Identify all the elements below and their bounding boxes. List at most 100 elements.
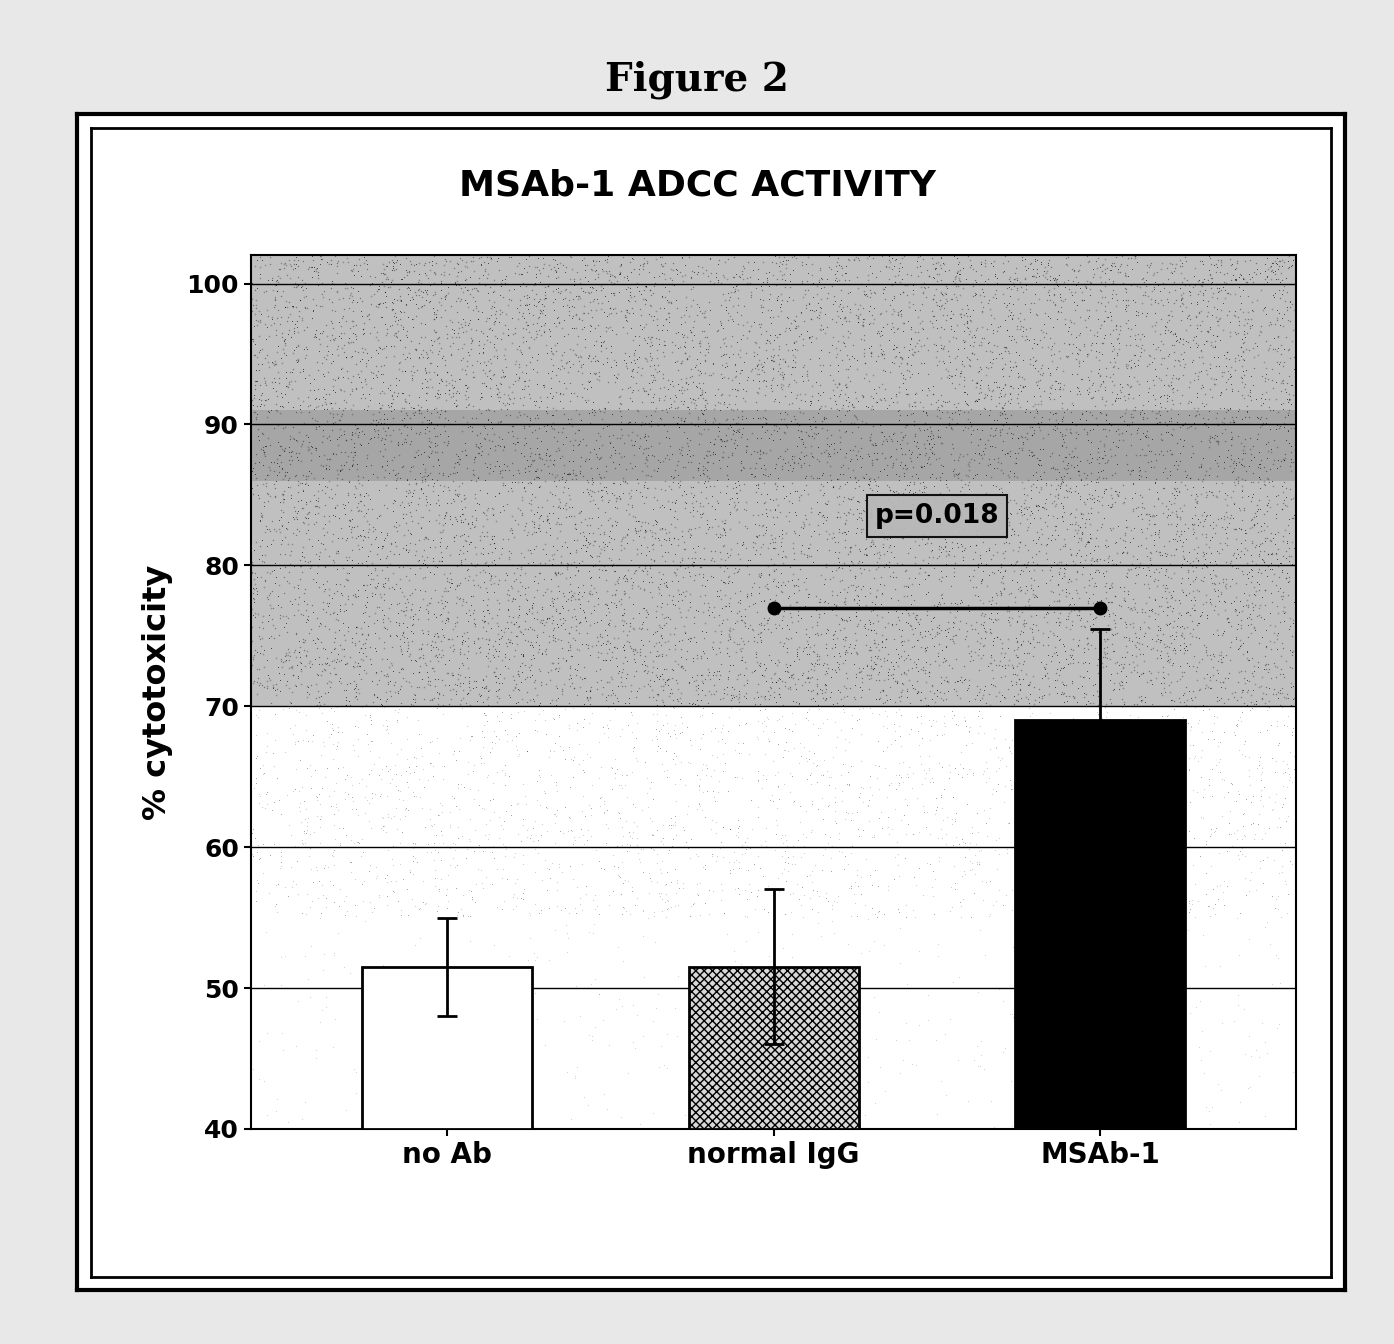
- Point: [1062, 395, 1085, 417]
- Point: [241, 582, 263, 603]
- Point: [1036, 269, 1058, 290]
- Point: [1115, 754, 1138, 775]
- Point: [1062, 716, 1085, 738]
- Point: [815, 505, 838, 527]
- Point: [786, 638, 809, 660]
- Point: [393, 630, 415, 652]
- Point: [248, 1031, 270, 1052]
- Point: [316, 251, 339, 273]
- Point: [1011, 380, 1033, 402]
- Point: [273, 645, 296, 667]
- Point: [627, 556, 650, 578]
- Point: [474, 704, 496, 726]
- Point: [825, 347, 848, 368]
- Point: [679, 672, 701, 694]
- Point: [885, 778, 907, 800]
- Point: [1005, 646, 1027, 668]
- Point: [1058, 569, 1080, 590]
- Point: [277, 376, 300, 398]
- Point: [524, 719, 546, 741]
- Point: [1156, 723, 1178, 745]
- Point: [1200, 333, 1223, 355]
- Point: [618, 821, 640, 843]
- Point: [304, 759, 326, 781]
- Point: [1276, 683, 1298, 704]
- Point: [556, 536, 579, 558]
- Point: [960, 816, 983, 837]
- Point: [1231, 679, 1253, 700]
- Point: [634, 751, 657, 773]
- Point: [559, 543, 581, 564]
- Point: [857, 370, 880, 391]
- Point: [712, 610, 735, 632]
- Point: [577, 270, 599, 292]
- Point: [640, 435, 662, 457]
- Point: [1195, 523, 1217, 544]
- Point: [870, 320, 892, 341]
- Point: [682, 692, 704, 714]
- Point: [641, 515, 664, 536]
- Point: [358, 513, 381, 535]
- Point: [482, 313, 505, 335]
- Point: [289, 520, 311, 542]
- Point: [717, 780, 739, 801]
- Point: [832, 754, 855, 775]
- Point: [1009, 621, 1032, 642]
- Point: [1278, 851, 1301, 872]
- Point: [372, 337, 395, 359]
- Point: [1075, 544, 1097, 566]
- Point: [1023, 266, 1046, 288]
- Point: [1037, 305, 1059, 327]
- Point: [710, 527, 732, 548]
- Point: [385, 798, 407, 820]
- Point: [675, 538, 697, 559]
- Point: [283, 323, 305, 344]
- Point: [1189, 845, 1211, 867]
- Point: [919, 624, 941, 645]
- Point: [926, 340, 948, 362]
- Point: [691, 255, 714, 277]
- Point: [986, 781, 1008, 802]
- Point: [1103, 640, 1125, 661]
- Point: [689, 563, 711, 585]
- Point: [467, 301, 489, 323]
- Point: [604, 762, 626, 784]
- Point: [460, 328, 482, 349]
- Point: [638, 294, 661, 316]
- Point: [1073, 462, 1096, 484]
- Point: [1228, 310, 1250, 332]
- Point: [485, 657, 507, 679]
- Point: [452, 281, 474, 302]
- Point: [1172, 293, 1195, 314]
- Point: [638, 343, 661, 364]
- Point: [1160, 567, 1182, 589]
- Point: [376, 715, 399, 737]
- Point: [1051, 567, 1073, 589]
- Point: [556, 324, 579, 345]
- Point: [408, 399, 431, 421]
- Point: [250, 505, 272, 527]
- Point: [1144, 630, 1167, 652]
- Point: [374, 567, 396, 589]
- Point: [351, 649, 374, 671]
- Point: [888, 751, 910, 773]
- Point: [250, 636, 272, 657]
- Point: [585, 554, 608, 575]
- Point: [445, 796, 467, 817]
- Point: [432, 254, 454, 276]
- Point: [1202, 336, 1224, 358]
- Point: [970, 382, 993, 403]
- Point: [248, 267, 270, 289]
- Point: [388, 789, 410, 810]
- Point: [1245, 388, 1267, 410]
- Point: [1087, 790, 1110, 812]
- Point: [1086, 898, 1108, 919]
- Point: [894, 585, 916, 606]
- Point: [747, 353, 769, 375]
- Point: [478, 246, 500, 267]
- Point: [616, 630, 638, 652]
- Point: [473, 726, 495, 747]
- Point: [514, 249, 537, 270]
- Point: [1248, 546, 1270, 567]
- Point: [584, 554, 606, 575]
